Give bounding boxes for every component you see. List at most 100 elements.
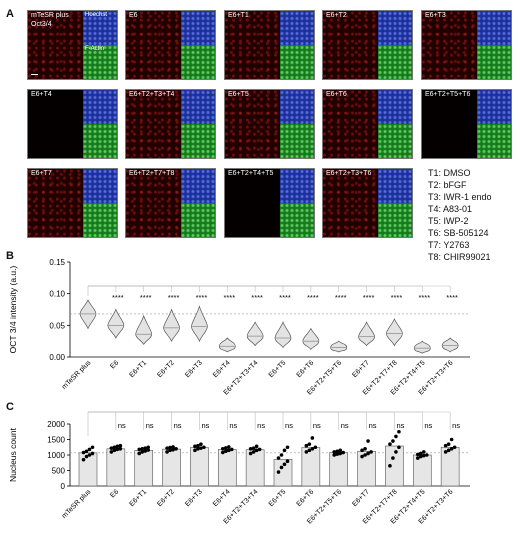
data-point xyxy=(171,447,175,452)
data-point xyxy=(196,447,200,451)
data-point xyxy=(254,448,259,453)
significance-label: **** xyxy=(112,293,124,302)
data-point xyxy=(84,454,89,459)
data-point xyxy=(360,454,364,459)
significance-label: ns xyxy=(146,421,154,430)
data-point xyxy=(394,434,398,439)
data-point xyxy=(171,445,175,449)
data-point xyxy=(90,445,95,450)
data-point xyxy=(304,450,309,454)
data-point xyxy=(307,448,312,453)
micrograph-label: E6+T2+T7+T8 xyxy=(129,170,175,177)
significance-label: **** xyxy=(363,293,375,302)
category-label: E6+T3 xyxy=(184,488,204,508)
data-point xyxy=(449,447,454,451)
bar xyxy=(412,454,432,487)
inset-label: Hoechst xyxy=(85,12,108,18)
violin-shape xyxy=(413,340,431,354)
data-point xyxy=(304,443,309,448)
data-point xyxy=(174,447,178,451)
hoechst-inset xyxy=(280,11,314,45)
significance-label: ns xyxy=(452,421,460,430)
data-point xyxy=(397,429,401,434)
data-point xyxy=(310,447,315,451)
data-point xyxy=(223,449,228,454)
significance-label: **** xyxy=(168,293,180,302)
hoechst-inset xyxy=(181,169,215,203)
data-point xyxy=(394,450,398,454)
violin-shape xyxy=(79,299,97,330)
significance-label: ns xyxy=(369,421,377,430)
category-label: E6+T7 xyxy=(351,488,371,508)
data-point xyxy=(446,442,451,446)
micrograph-tile: E6+T2+T4+T5 xyxy=(224,168,315,238)
micrograph-tile: E6 xyxy=(125,10,216,80)
data-point xyxy=(388,464,392,468)
bar xyxy=(78,452,98,487)
data-point xyxy=(335,452,340,456)
category-label: E6+T1 xyxy=(128,488,148,508)
violin-shape xyxy=(218,337,236,353)
violin-shape xyxy=(191,305,208,343)
violin-shape xyxy=(358,321,375,347)
legend-entry: T7: Y2763 xyxy=(428,240,470,250)
significance-label: **** xyxy=(307,293,319,302)
hoechst-inset xyxy=(280,169,314,203)
significance-label: ns xyxy=(396,421,404,430)
y-axis-label: OCT 3/4 intensity (a.u.) xyxy=(8,265,18,353)
hoechst-inset xyxy=(280,90,314,124)
micrograph-tile: E6+T5 xyxy=(224,89,315,159)
bar xyxy=(106,448,126,487)
micrograph-label: E6+T6 xyxy=(326,91,347,98)
data-point xyxy=(226,448,231,453)
y-tick-label: 0 xyxy=(61,482,66,491)
micrograph-tile: E6+T3 xyxy=(421,10,512,80)
data-point xyxy=(143,449,148,453)
micrograph-label: E6+T2+T4+T5 xyxy=(228,170,274,177)
violin-chart: 0.00 0.05 0.10 0.15 OCT 3/4 intensity (a.u.)… xyxy=(8,258,470,396)
data-point xyxy=(279,465,284,470)
data-point xyxy=(248,447,253,451)
inset-label: F-Actin xyxy=(85,46,105,52)
data-point xyxy=(285,445,290,450)
category-label: E6+T6 xyxy=(296,488,316,508)
data-point xyxy=(397,445,401,450)
panel-a-letter: A xyxy=(6,8,14,20)
data-point xyxy=(109,450,114,454)
micrograph-label: E6+T5 xyxy=(228,91,249,98)
data-point xyxy=(251,450,256,454)
data-point xyxy=(276,470,281,474)
data-point xyxy=(165,446,169,450)
legend-entry: T8: CHIR99021 xyxy=(428,252,491,262)
hoechst-inset xyxy=(83,90,117,124)
data-point xyxy=(196,443,200,448)
significance-label: ns xyxy=(285,421,293,430)
micrograph-tile: E6+T2+T3+T4 xyxy=(125,89,216,159)
data-point xyxy=(307,442,312,446)
micrograph-label: E6+T4 xyxy=(31,91,52,98)
category-label: E6+T5 xyxy=(268,488,288,508)
data-point xyxy=(366,439,370,443)
f-actin-inset xyxy=(280,124,314,158)
data-point xyxy=(310,436,315,440)
micrograph-label: E6+T2+T3+T6 xyxy=(326,170,372,177)
micrograph-label: E6+T2+T3+T4 xyxy=(129,91,175,98)
data-point xyxy=(257,447,262,452)
data-point xyxy=(369,450,373,454)
f-actin-inset xyxy=(477,45,511,79)
data-point xyxy=(112,448,117,453)
significance-label: ns xyxy=(257,421,265,430)
data-point xyxy=(443,450,448,454)
category-label: E6+T1 xyxy=(128,359,148,379)
legend-entry: T2: bFGF xyxy=(428,180,467,190)
f-actin-inset xyxy=(181,124,215,158)
data-point xyxy=(140,447,145,451)
bar xyxy=(190,447,209,487)
hoechst-inset xyxy=(378,169,412,203)
category-label: E6+T2 xyxy=(156,488,176,508)
data-point xyxy=(421,450,426,454)
f-actin-inset xyxy=(83,124,117,158)
scale-bar xyxy=(31,74,38,75)
f-actin-inset xyxy=(378,45,412,79)
data-point xyxy=(87,453,92,457)
